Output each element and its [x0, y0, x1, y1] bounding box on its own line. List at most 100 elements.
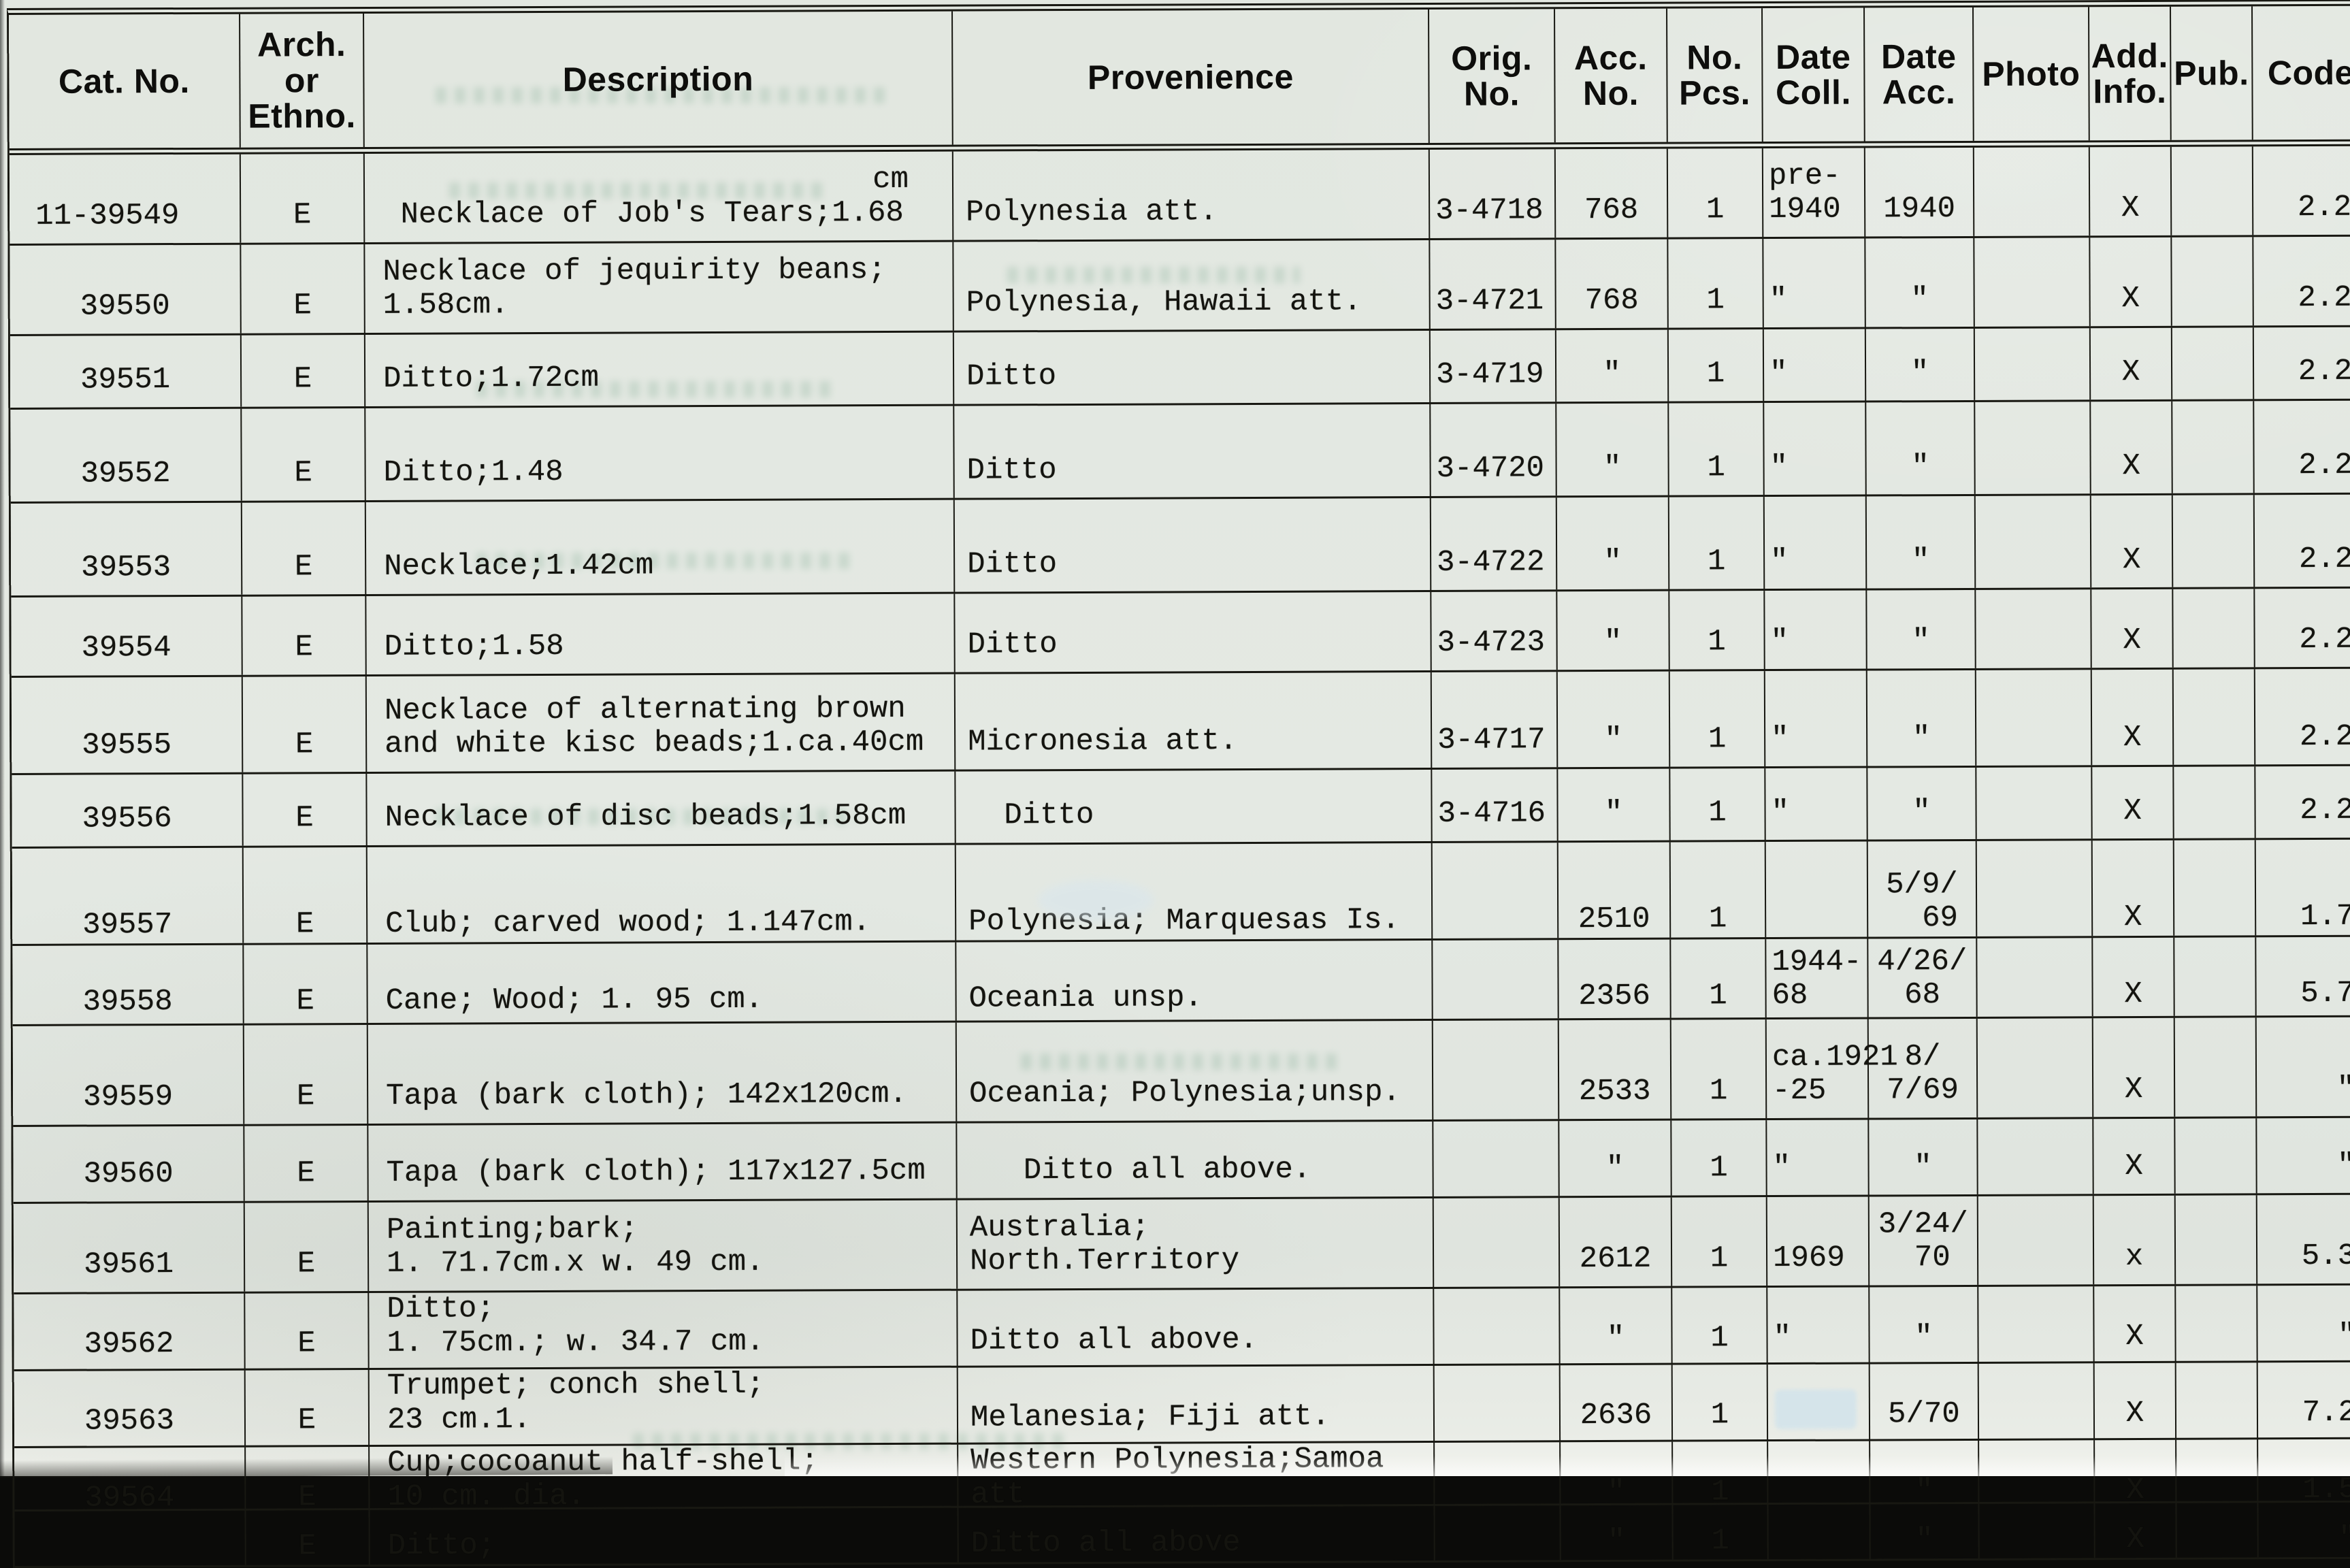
cell-code: 1.7	[2300, 900, 2350, 934]
cell-cat-no: 39553	[10, 502, 243, 595]
cell-no-pcs: 1	[1667, 148, 1764, 238]
cell-provenience: Ditto	[956, 769, 1433, 843]
cell-cat-no: 39564	[14, 1447, 246, 1517]
cell-orig-no	[1433, 1198, 1561, 1287]
cell-pub	[2176, 1286, 2258, 1364]
cell-add-info: X	[2095, 1503, 2177, 1558]
table-row: 39557 E Club; carved wood; 1.147cm. Poly…	[12, 839, 2350, 946]
page-curl-highlight	[785, 1456, 2350, 1476]
cell-no-pcs: 1	[1671, 939, 1767, 1018]
cell-code: "	[2338, 1318, 2350, 1353]
cell-description: Cane; Wood; 1. 95 cm.	[368, 942, 957, 1023]
cell-orig-no: 3-4722	[1431, 497, 1558, 590]
table-header-row: Cat. No. Arch. or Ethno. Description Pro…	[9, 5, 2350, 155]
cell-add-info: X	[2094, 1286, 2176, 1364]
cell-provenience: Polynesia; Marquesas Is.	[956, 843, 1433, 941]
cell-photo	[1974, 147, 2091, 236]
cell-provenience: Ditto all above.	[957, 1121, 1434, 1198]
cell-photo	[1974, 328, 2091, 400]
cell-photo	[1976, 767, 2093, 839]
cell-date-acc: 3/24/ 70	[1869, 1196, 1979, 1286]
cell-orig-no	[1435, 1442, 1561, 1512]
table-row: 39554 E Ditto;1.58 Ditto 3-4723 " 1 " " …	[11, 588, 2350, 678]
cell-arch-ethno: E	[245, 1369, 370, 1448]
col-header-code: Code	[2267, 53, 2350, 92]
cell-description: Club; carved wood; 1.147cm.	[367, 845, 957, 943]
table-row: 39550 E Necklace of jequirity beans; 1.5…	[10, 236, 2350, 336]
cell-orig-no: 3-4716	[1432, 769, 1558, 841]
cell-description: Tapa (bark cloth); 142x120cm.	[368, 1022, 958, 1124]
scanned-catalog-page: { "header": { "cols": [ "Cat. No.", "Arc…	[0, 0, 2350, 1476]
table-row: 39552 E Ditto;1.48 Ditto 3-4720 " 1 " " …	[10, 400, 2350, 504]
cell-provenience: Western Polynesia;Samoa att	[958, 1442, 1435, 1514]
cell-description: Ditto;1.58	[366, 593, 956, 674]
cell-description: Ditto;	[370, 1507, 959, 1565]
cell-acc-no: "	[1559, 1120, 1672, 1196]
cell-date-acc: 1940	[1865, 147, 1975, 237]
description-text: Ditto;1.48	[383, 455, 564, 491]
cell-orig-no: 3-4721	[1430, 240, 1556, 329]
cell-add-info: X	[2091, 495, 2174, 588]
description-text: Necklace of alternating brown and white …	[384, 691, 924, 762]
col-header-cat-no: Cat. No.	[9, 14, 241, 148]
cell-photo	[1976, 670, 2093, 766]
cell-cat-no: 39558	[12, 945, 244, 1024]
cell-date-coll: pre- 1940	[1763, 148, 1866, 238]
cell-cat-no: 39551	[10, 335, 242, 408]
cell-provenience: Polynesia, Hawaii att.	[953, 240, 1431, 331]
cell-acc-no: 2636	[1560, 1365, 1674, 1443]
cell-acc-no: 768	[1555, 148, 1669, 238]
cell-date-coll	[1767, 1364, 1871, 1442]
cell-provenience: Ditto	[955, 591, 1432, 672]
cell-provenience: Polynesia att.	[953, 149, 1431, 240]
description-text: Trumpet; conch shell; 23 cm.1.	[387, 1367, 765, 1437]
cell-arch-ethno: E	[246, 1509, 370, 1565]
cell-acc-no: "	[1557, 671, 1671, 768]
cell-provenience: Ditto all above.	[958, 1288, 1435, 1369]
cell-pub	[2174, 1017, 2257, 1117]
cell-description: Necklace of alternating brown and white …	[366, 674, 956, 772]
cell-orig-no	[1433, 1121, 1560, 1196]
cell-date-acc: "	[1869, 1119, 1978, 1195]
cell-date-coll: "	[1763, 238, 1866, 328]
cell-arch-ethno: E	[242, 408, 366, 501]
table-row: 39555 E Necklace of alternating brown an…	[11, 668, 2350, 775]
cell-cat-no: 39556	[12, 774, 244, 847]
cell-date-acc: "	[1867, 767, 1977, 840]
cell-arch-ethno: E	[241, 244, 365, 333]
cell-code: "	[2337, 1149, 2350, 1183]
cell-pub	[2176, 1503, 2259, 1558]
cell-acc-no: "	[1558, 768, 1671, 841]
cell-no-pcs: 1	[1672, 1288, 1768, 1366]
description-text: Necklace;1.42cm	[384, 549, 654, 585]
cell-description: Ditto;1.48	[365, 406, 955, 500]
cell-date-acc: 4/26/ 68	[1868, 938, 1978, 1017]
cell-code: "	[2336, 1072, 2350, 1107]
description-text: Cane; Wood; 1. 95 cm.	[385, 983, 764, 1019]
cell-arch-ethno: E	[242, 595, 367, 675]
cell-pub	[2175, 1118, 2257, 1194]
cell-no-pcs: 1	[1669, 671, 1766, 767]
cell-description: cm Necklace of Job's Tears;1.68	[364, 151, 954, 242]
cell-no-pcs: 1	[1669, 403, 1765, 495]
cell-orig-no	[1432, 843, 1559, 938]
cell-cat-no: 11-39549	[9, 154, 242, 244]
cell-arch-ethno: E	[242, 676, 368, 772]
cell-arch-ethno: E	[246, 1446, 370, 1516]
col-header-description: Description	[364, 11, 953, 147]
cell-acc-no: "	[1561, 1441, 1674, 1511]
cell-add-info: X	[2092, 766, 2174, 839]
cell-date-coll: ca.1921 -25	[1766, 1019, 1898, 1119]
col-header-date-acc: Date Acc.	[1865, 7, 1974, 142]
col-header-provenience: Provenience	[953, 9, 1430, 145]
cell-acc-no: "	[1556, 329, 1669, 402]
cell-photo	[1975, 402, 2091, 494]
table-row: 39563 E Trumpet; conch shell; 23 cm.1. M…	[14, 1362, 2350, 1449]
cell-code: 2.2	[2298, 355, 2350, 389]
paper-background	[0, 0, 2350, 1476]
cell-cat-no: 39550	[10, 244, 242, 334]
col-header-photo: Photo	[1974, 7, 2090, 141]
cell-cat-no: 39562	[14, 1293, 246, 1372]
cell-photo	[1977, 1018, 2094, 1117]
table-row: 11-39549 E cm Necklace of Job's Tears;1.…	[9, 146, 2350, 246]
